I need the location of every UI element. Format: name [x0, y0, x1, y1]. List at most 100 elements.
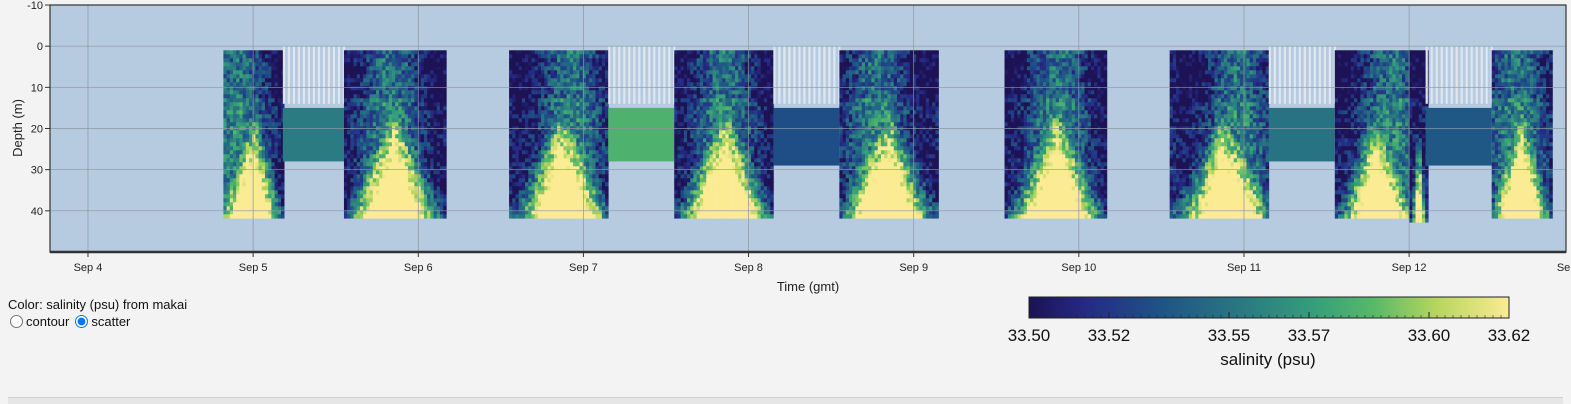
scatter-point: [268, 206, 272, 210]
scatter-point: [573, 202, 577, 206]
scatter-point: [757, 94, 761, 98]
scatter-point: [379, 50, 383, 54]
scatter-point: [839, 206, 843, 210]
scatter-point: [602, 146, 606, 150]
scatter-point: [366, 174, 370, 178]
scatter-point: [408, 170, 412, 174]
scatter-point: [411, 90, 415, 94]
scatter-point: [684, 146, 688, 150]
scatter-point: [709, 130, 713, 134]
scatter-point: [839, 162, 843, 166]
scatter-point: [421, 102, 425, 106]
scatter-point: [576, 182, 580, 186]
scatter-point: [681, 194, 685, 198]
scatter-point: [738, 86, 742, 90]
scatter-point: [411, 94, 415, 98]
scatter-point: [538, 110, 542, 114]
scatter-point: [370, 198, 374, 202]
scatter-point: [592, 110, 596, 114]
scatter-point: [697, 178, 701, 182]
scatter-point: [233, 130, 237, 134]
scatter-point: [541, 98, 545, 102]
scatter-point: [528, 214, 532, 218]
scatter-point: [684, 118, 688, 122]
scatter-point: [509, 158, 513, 162]
scatter-point: [255, 102, 258, 106]
scatter-point: [223, 138, 227, 142]
scatter-point: [586, 58, 590, 62]
scatter-point: [509, 206, 513, 210]
scatter-point: [414, 142, 418, 146]
scatter-point: [852, 78, 856, 82]
scatter-point: [386, 118, 390, 122]
scatter-point: [709, 146, 713, 150]
scatter-point: [595, 110, 599, 114]
scatter-point: [557, 174, 561, 178]
scatter-point: [738, 102, 742, 106]
scatter-point: [719, 130, 723, 134]
scatter-point: [268, 62, 272, 66]
scatter-point: [547, 82, 551, 86]
scatter-point: [761, 186, 765, 190]
scatter-point: [350, 110, 354, 114]
scatter-point: [551, 62, 555, 66]
scatter-point: [522, 146, 526, 150]
scatter-point: [392, 62, 396, 66]
scatter-point: [541, 102, 545, 106]
scatter-point: [725, 214, 729, 218]
scatter-point: [354, 198, 358, 202]
scatter-point: [852, 106, 856, 110]
scatter-point: [259, 90, 263, 94]
scatter-point: [681, 146, 685, 150]
scatter-point: [434, 178, 438, 182]
scatter-point: [693, 202, 697, 206]
scatter-point: [424, 158, 428, 162]
scatter-point: [544, 174, 548, 178]
scatter-point: [366, 102, 370, 106]
scatter-point: [589, 54, 593, 58]
scatter-point: [373, 86, 377, 90]
scatter-point: [246, 54, 250, 58]
scatter-point: [690, 178, 694, 182]
scatter-point: [697, 82, 701, 86]
scatter-point: [589, 178, 593, 182]
scatter-point: [735, 146, 739, 150]
scatter-point: [551, 198, 555, 202]
scatter-point: [693, 214, 697, 218]
scatter-point: [722, 202, 726, 206]
scatter-point: [722, 138, 726, 142]
scatter-point: [745, 174, 749, 178]
scatter-point: [427, 206, 431, 210]
scatter-point: [605, 202, 609, 206]
scatter-point: [512, 202, 516, 206]
scatter-point: [570, 174, 574, 178]
scatter-point: [525, 142, 529, 146]
scatter-point: [370, 142, 374, 146]
scatter-point: [716, 54, 720, 58]
scatter-point: [278, 162, 282, 166]
scatter-point: [576, 198, 580, 202]
scatter-point: [509, 90, 513, 94]
scatter-point: [567, 82, 571, 86]
scatter-point: [576, 194, 580, 198]
scatter-point: [722, 162, 726, 166]
scatter-point: [233, 118, 237, 122]
scatter-point: [690, 206, 694, 210]
scatter-point: [735, 190, 739, 194]
scatter-point: [230, 202, 234, 206]
scatter-point: [738, 66, 742, 70]
scatter-point: [535, 98, 539, 102]
scatter-point: [719, 186, 723, 190]
scatter-point: [249, 102, 253, 106]
scatter-point: [246, 106, 250, 110]
scatter-point: [554, 86, 558, 90]
scatter-point: [411, 146, 415, 150]
scatter-point: [693, 182, 697, 186]
scatter-point: [515, 186, 519, 190]
scatter-point: [249, 162, 253, 166]
scatter-point: [745, 94, 749, 98]
scatter-point: [357, 154, 361, 158]
scatter-point: [430, 94, 434, 98]
scatter-point: [687, 114, 691, 118]
scatter-point: [751, 170, 755, 174]
